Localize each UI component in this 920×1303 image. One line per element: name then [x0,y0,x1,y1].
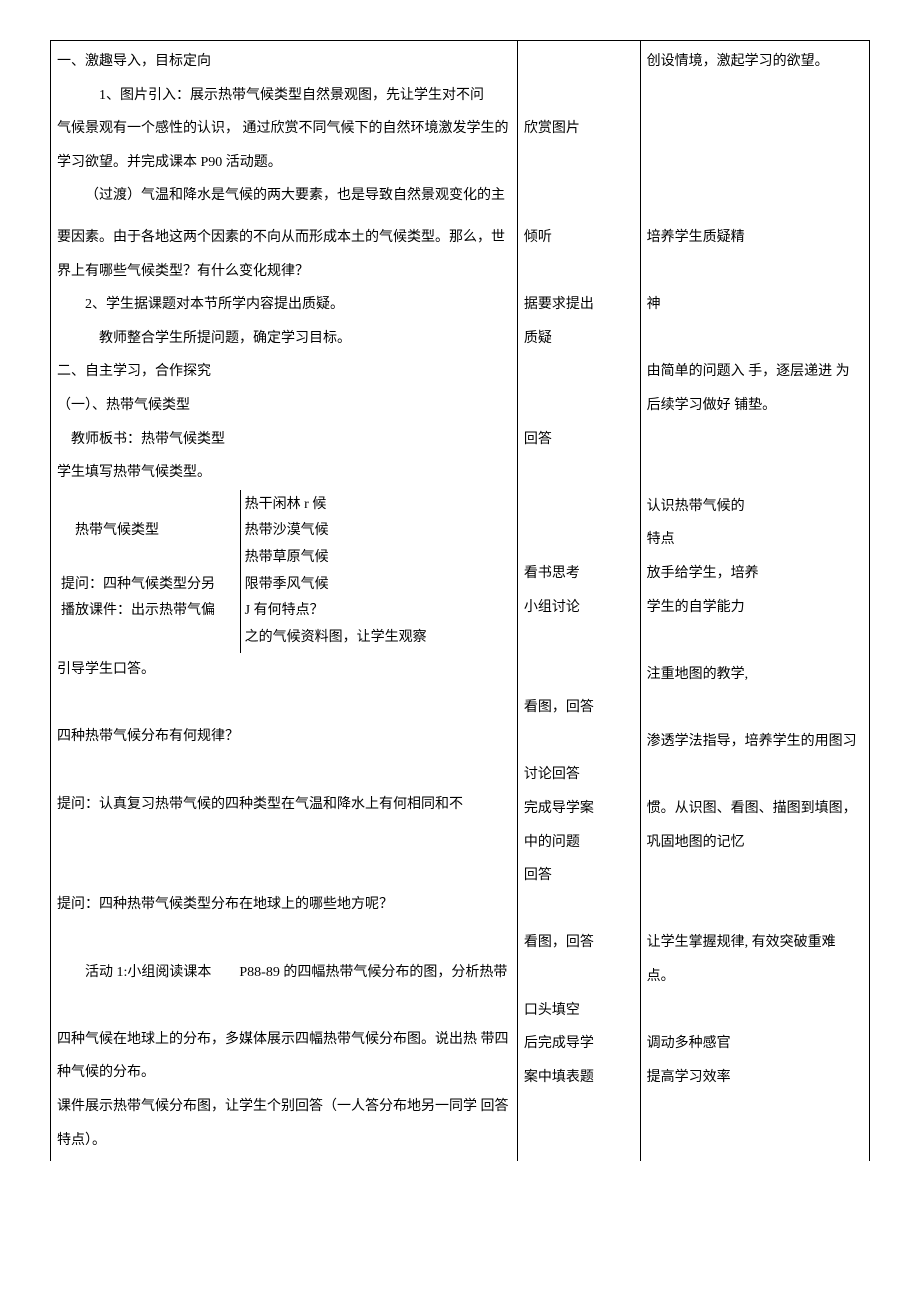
activity-text: 看图，回答 [524,926,634,960]
activity-text: 看书思考 [524,557,634,591]
activity-text: 讨论回答 [524,758,634,792]
design-intent-cell: 培养学生质疑精 神 由简单的问题入 手，逐层递进 为后续学习做好 铺垫。 认识热… [640,217,869,1161]
paragraph: 活动 1:小组阅读课本 P88-89 的四幅热带气候分布的图，分析热带 [57,956,511,990]
intent-text: 创设情境，激起学习的欲望。 [647,45,863,79]
paragraph: 气候景观有一个感性的认识， 通过欣赏不同气候下的自然环境激发学生的学习欲望。并完… [57,112,511,179]
intent-text: 培养学生质疑精 [647,221,863,255]
intent-text: 惯。从识图、看图、描图到填图，巩固地图的记忆 [647,792,863,859]
activity-text: 回答 [524,423,634,457]
intent-text: 学生的自学能力 [647,591,863,625]
paragraph: 提问：四种热带气候类型分布在地球上的哪些地方呢？ [57,888,511,922]
paragraph: 2、学生据课题对本节所学内容提出质疑。 [57,288,511,322]
lesson-plan-page: 一、激趣导入，目标定向 1、图片引入：展示热带气候类型自然景观图，先让学生对不问… [50,40,870,1161]
intent-text: 特点 [647,523,863,557]
teaching-content-cell: 要因素。由于各地这两个因素的不向从而形成本土的气候类型。那么，世界上有哪些气候类… [51,217,518,1161]
paragraph: 学生填写热带气候类型。 [57,456,511,490]
section-title: 一、激趣导入，目标定向 [57,45,511,79]
paragraph: 1、图片引入：展示热带气候类型自然景观图，先让学生对不问 [57,79,511,113]
intent-text: 渗透学法指导，培养学生的用图习 [647,725,863,759]
paragraph: 四种气候在地球上的分布，多媒体展示四幅热带气候分布图。说出热 带四种气候的分布。 [57,1023,511,1090]
intent-text: 放手给学生，培养 [647,557,863,591]
activity-text: 据要求提出 [524,288,634,322]
activity-text: 回答 [524,859,634,893]
teaching-content-cell: 一、激趣导入，目标定向 1、图片引入：展示热带气候类型自然景观图，先让学生对不问… [51,41,518,217]
intent-text: 认识热带气候的 [647,490,863,524]
climate-item: 之的气候资料图，让学生观察 [245,625,507,652]
intent-text: 让学生掌握规律, 有效突破重难点。 [647,926,863,993]
design-intent-cell: 创设情境，激起学习的欲望。 [640,41,869,217]
section-title: 二、自主学习，合作探究 [57,355,511,389]
climate-item: J 有何特点？ [245,598,507,625]
paragraph: 教师整合学生所提问题，确定学习目标。 [57,322,511,356]
student-activity-cell: 欣赏图片 [517,41,640,217]
inner-left-cell: 热带气候类型 提问：四种气候类型分另 播放课件：出示热带气偏 [57,490,240,654]
climate-item: 热带沙漠气候 [245,518,507,545]
paragraph: 教师板书：热带气候类型 [57,423,511,457]
activity-text: 倾听 [524,221,634,255]
climate-item: 热带草原气候 [245,545,507,572]
subsection-title: （一）、热带气候类型 [57,389,511,423]
paragraph: 提问：四种气候类型分另 [61,572,236,599]
paragraph: 四种热带气候分布有何规律？ [57,720,511,754]
activity-text: 质疑 [524,322,634,356]
student-activity-cell: 倾听 据要求提出 质疑 回答 看书思考 小组讨论 看图，回答 讨论回答 完成导学… [517,217,640,1161]
intent-text: 由简单的问题入 手，逐层递进 为后续学习做好 铺垫。 [647,355,863,422]
activity-text: 欣赏图片 [524,112,634,146]
activity-text: 口头填空 [524,994,634,1028]
paragraph: 播放课件：出示热带气偏 [61,598,236,625]
climate-types-table: 热带气候类型 提问：四种气候类型分另 播放课件：出示热带气偏 热干闲林 r 候 … [57,490,511,654]
table-row: 一、激趣导入，目标定向 1、图片引入：展示热带气候类型自然景观图，先让学生对不问… [51,41,870,217]
table-row: 要因素。由于各地这两个因素的不向从而形成本土的气候类型。那么，世界上有哪些气候类… [51,217,870,1161]
activity-text: 案中填表题 [524,1061,634,1095]
paragraph: 引导学生口答。 [57,653,511,687]
paragraph: 提问：认真复习热带气候的四种类型在气温和降水上有何相同和不 [57,788,511,822]
paragraph: 要因素。由于各地这两个因素的不向从而形成本土的气候类型。那么，世界上有哪些气候类… [57,221,511,288]
paragraph: 课件展示热带气候分布图，让学生个别回答（一人答分布地另一同学 回答特点）。 [57,1090,511,1157]
lesson-plan-table: 一、激趣导入，目标定向 1、图片引入：展示热带气候类型自然景观图，先让学生对不问… [50,40,870,1161]
activity-text: 看图，回答 [524,691,634,725]
intent-text: 神 [647,288,863,322]
inner-right-cell: 热干闲林 r 候 热带沙漠气候 热带草原气候 限带季风气候 J 有何特点？ 之的… [240,490,511,654]
paragraph: （过渡）气温和降水是气候的两大要素，也是导致自然景观变化的主 [57,179,511,213]
activity-text: 小组讨论 [524,591,634,625]
climate-item: 热干闲林 r 候 [245,492,507,519]
activity-text: 后完成导学 [524,1027,634,1061]
intent-text: 提高学习效率 [647,1061,863,1095]
activity-text: 中的问题 [524,826,634,860]
intent-text: 注重地图的教学, [647,658,863,692]
activity-text: 完成导学案 [524,792,634,826]
climate-item: 限带季风气候 [245,572,507,599]
climate-label: 热带气候类型 [61,518,236,545]
intent-text: 调动多种感官 [647,1027,863,1061]
